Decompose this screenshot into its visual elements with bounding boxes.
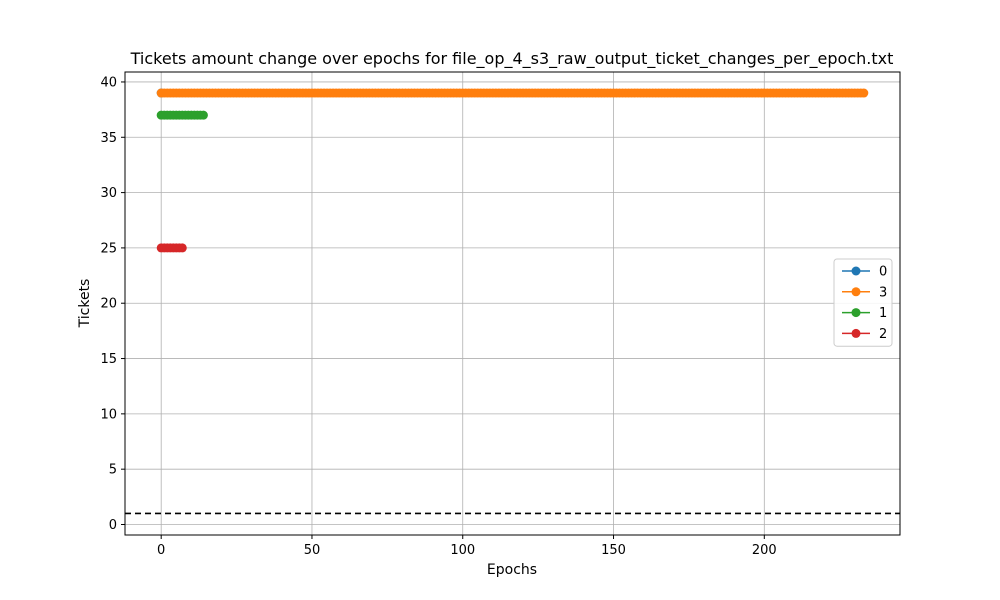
grid	[125, 72, 900, 535]
legend-label: 1	[879, 306, 887, 321]
y-tick-label: 25	[100, 241, 117, 256]
series-1	[156, 110, 208, 120]
data-point	[859, 88, 869, 98]
legend-label: 0	[879, 265, 887, 280]
series-3	[156, 88, 869, 98]
x-tick-label: 50	[304, 543, 321, 558]
x-tick-label: 150	[601, 543, 626, 558]
x-tick-label: 200	[752, 543, 777, 558]
data-point	[177, 243, 187, 253]
legend-marker	[851, 287, 861, 297]
legend-marker	[851, 328, 861, 338]
legend-label: 3	[879, 285, 887, 300]
legend-entry: 0	[842, 265, 887, 280]
y-tick-label: 35	[100, 131, 117, 146]
y-tick-label: 10	[100, 407, 117, 422]
series-2	[156, 243, 187, 253]
y-tick-label: 40	[100, 75, 117, 90]
y-tick-label: 20	[100, 297, 117, 312]
y-tick-label: 5	[109, 463, 117, 478]
legend-label: 2	[879, 327, 887, 342]
legend-entry: 3	[842, 285, 887, 300]
data-point	[198, 110, 208, 120]
y-tick-label: 0	[109, 518, 117, 533]
y-axis-label: Tickets	[77, 279, 93, 329]
axis-ticks: 0 50 100 150 200 0 5 10 15 20 25 30 35 40	[100, 75, 776, 558]
series-layer	[156, 88, 869, 253]
x-tick-label: 100	[450, 543, 475, 558]
legend: 0 3 1 2	[833, 258, 893, 347]
legend-entry: 2	[842, 327, 887, 342]
x-tick-label: 0	[157, 543, 165, 558]
legend-entry: 1	[842, 306, 887, 321]
chart-title: Tickets amount change over epochs for fi…	[130, 49, 894, 69]
x-axis-label: Epochs	[487, 562, 537, 578]
y-tick-label: 15	[100, 352, 117, 367]
legend-marker	[851, 308, 861, 318]
legend-box	[833, 258, 893, 347]
legend-marker	[851, 266, 861, 276]
y-tick-label: 30	[100, 186, 117, 201]
